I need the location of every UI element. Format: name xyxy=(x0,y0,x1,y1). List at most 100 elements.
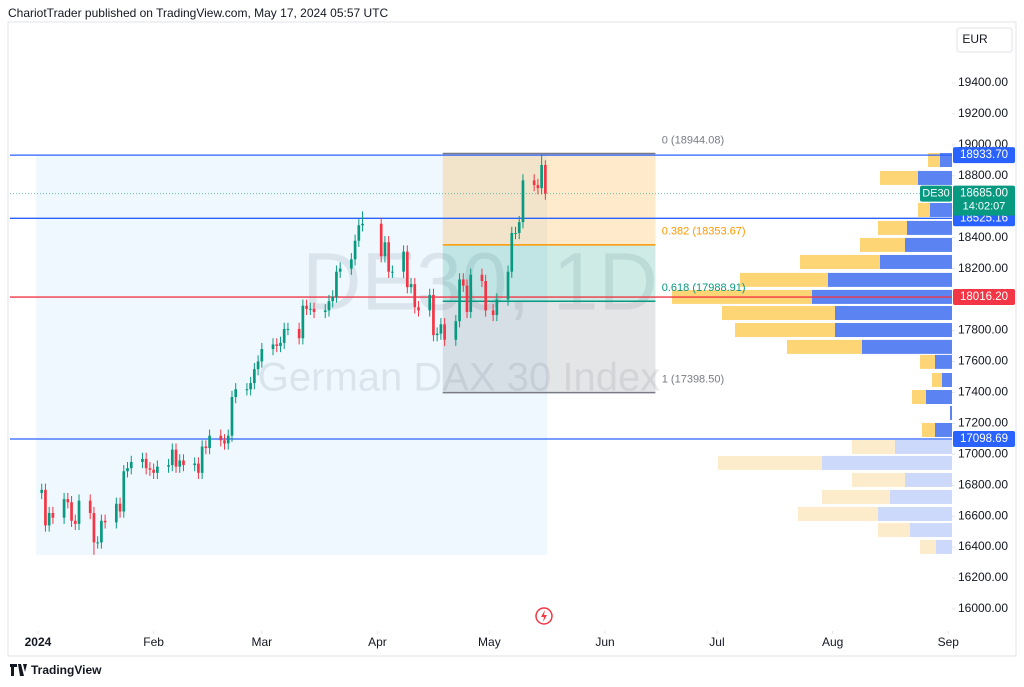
candle-body xyxy=(327,301,331,311)
volume-profile-down xyxy=(878,220,907,235)
volume-profile-down xyxy=(800,254,880,269)
candle-body xyxy=(308,308,312,310)
candle-body xyxy=(495,299,499,316)
volume-profile-up xyxy=(895,439,952,454)
y-tick-label: 16800.00 xyxy=(958,477,1008,491)
currency: EUR xyxy=(962,32,988,46)
candle-body xyxy=(532,180,536,186)
volume-profile-up xyxy=(878,506,952,521)
candle-body xyxy=(234,389,238,398)
candle-body xyxy=(286,328,290,330)
candle-body xyxy=(219,435,223,441)
y-tick-label: 17600.00 xyxy=(958,354,1008,368)
candle-body xyxy=(379,223,383,257)
candle-body xyxy=(193,463,197,466)
volume-profile-down xyxy=(928,152,940,168)
candle-body xyxy=(391,271,394,273)
volume-profile-down xyxy=(787,339,862,354)
candle-body xyxy=(480,274,484,281)
volume-profile-down xyxy=(735,323,835,338)
candle-body xyxy=(312,308,316,312)
price-tag-label: 17098.69 xyxy=(960,433,1008,445)
candle-body xyxy=(357,225,361,241)
candle-body xyxy=(428,294,432,311)
candle-body xyxy=(305,305,308,309)
x-tick-label: May xyxy=(478,635,501,649)
fib-level-label: 0 (18944.08) xyxy=(662,134,724,146)
y-tick-label: 16400.00 xyxy=(958,539,1008,553)
volume-profile-down xyxy=(798,506,878,521)
logo-mark xyxy=(10,664,27,676)
icon-bolt xyxy=(541,610,547,622)
candle-body xyxy=(536,185,540,189)
fib-zone xyxy=(442,244,656,302)
brand-name: TradingView xyxy=(31,663,102,677)
candle-body xyxy=(223,440,226,444)
candle-body xyxy=(96,542,100,544)
volume-profile-up xyxy=(940,152,952,168)
y-tick-label: 18400.00 xyxy=(958,230,1008,244)
volume-profile-up xyxy=(862,339,952,354)
volume-profile-up xyxy=(890,489,952,504)
candle-body xyxy=(174,449,178,467)
candle-body xyxy=(88,500,92,514)
y-tick-label: 19200.00 xyxy=(958,106,1008,120)
price-tag xyxy=(953,289,1015,306)
candle-body xyxy=(458,279,461,322)
volume-profile-up xyxy=(822,455,952,470)
candle-body xyxy=(47,513,51,526)
fib-zone xyxy=(442,153,656,245)
volume-profile-up xyxy=(905,237,952,252)
candle-body xyxy=(141,458,144,462)
candle-body xyxy=(544,164,547,194)
volume-profile-up xyxy=(926,390,952,405)
volume-profile-up xyxy=(935,354,952,369)
candle-body xyxy=(282,328,286,343)
x-tick-label: Jun xyxy=(595,635,614,649)
currency-box[interactable] xyxy=(956,27,1013,53)
volume-profile-up xyxy=(907,220,952,235)
volume-profile-down xyxy=(918,202,930,217)
volume-profile-up xyxy=(880,254,952,269)
candle-body xyxy=(432,294,435,336)
y-tick-label: 18200.00 xyxy=(958,261,1008,275)
candle-body xyxy=(469,274,473,312)
x-tick-label: Jul xyxy=(709,635,724,649)
candle-body xyxy=(148,468,152,470)
candle-body xyxy=(144,458,148,469)
volume-profile-down xyxy=(880,170,918,185)
symbol-tag-label: DE30 xyxy=(922,187,950,199)
candle-body xyxy=(338,268,342,272)
candle-body xyxy=(353,240,357,260)
candle-body xyxy=(275,344,279,346)
volume-profile-up xyxy=(828,272,952,287)
candle-body xyxy=(44,489,47,526)
replay-icon[interactable] xyxy=(535,607,553,625)
volume-profile-down xyxy=(920,539,936,554)
candle-body xyxy=(279,342,282,346)
candle-body xyxy=(66,499,70,503)
x-tick-label: Aug xyxy=(822,635,843,649)
candle-body xyxy=(253,369,256,384)
volume-profile-up xyxy=(910,523,952,538)
candle-body xyxy=(514,233,517,235)
candle-body xyxy=(70,502,73,521)
candle-body xyxy=(331,296,335,302)
y-tick-label: 16000.00 xyxy=(958,601,1008,615)
candle-body xyxy=(383,242,387,257)
candle-body xyxy=(114,503,118,523)
candle-body xyxy=(491,310,495,316)
candle-body xyxy=(413,284,417,308)
candle-body xyxy=(301,305,305,339)
volume-profile-down xyxy=(852,472,905,487)
candle-body xyxy=(122,471,126,512)
candle-body xyxy=(517,222,521,234)
volume-profile-up xyxy=(918,170,952,185)
candle-body xyxy=(40,489,44,493)
x-tick-label: Apr xyxy=(368,635,387,649)
volume-profile-up xyxy=(905,472,952,487)
y-tick-label: 17200.00 xyxy=(958,415,1008,429)
candle-body xyxy=(156,466,159,473)
volume-profile-down xyxy=(932,372,942,387)
x-tick-label: Mar xyxy=(251,635,272,649)
